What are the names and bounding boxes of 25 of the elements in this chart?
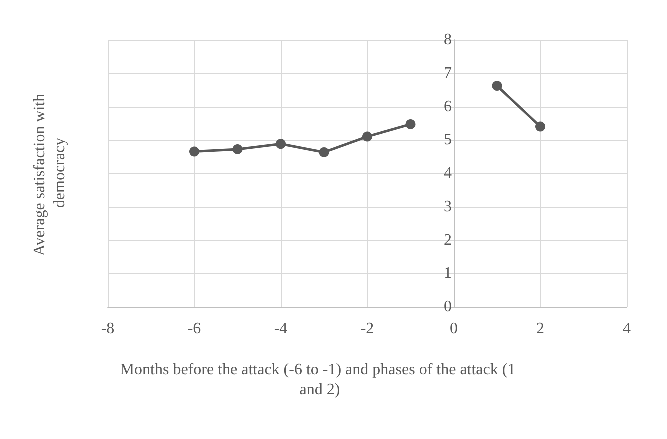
point [406,119,416,130]
x-tick-label: -4 [274,320,288,338]
point [319,147,330,158]
y-tick-label: 1 [444,265,452,282]
x-tick-label: 2 [536,320,544,338]
x-tick-label: -8 [101,320,115,338]
y-tick-label: 0 [444,298,452,316]
x-axis-title: Months before the attack (-6 to -1) and phases of the attack (1 and 2) [120,362,520,398]
x-tick-label: 4 [623,320,631,338]
y-tick-label: 7 [444,64,452,82]
x-tick-label: -2 [360,320,374,338]
point [536,122,546,132]
y-tick-label: 6 [444,98,452,116]
point [362,132,372,142]
y-axis-title: Average satisfaction with democracy [32,90,68,256]
y-tick-label: 8 [444,32,452,48]
y-tick-label: 4 [444,165,452,182]
y-tick-label: 3 [444,198,452,216]
x-tick-label: -6 [188,320,202,338]
y-tick-label: 5 [444,132,452,149]
y-tick-label: 2 [444,232,452,249]
point [276,139,286,150]
point [232,144,243,154]
point [492,81,502,92]
point [190,146,200,157]
